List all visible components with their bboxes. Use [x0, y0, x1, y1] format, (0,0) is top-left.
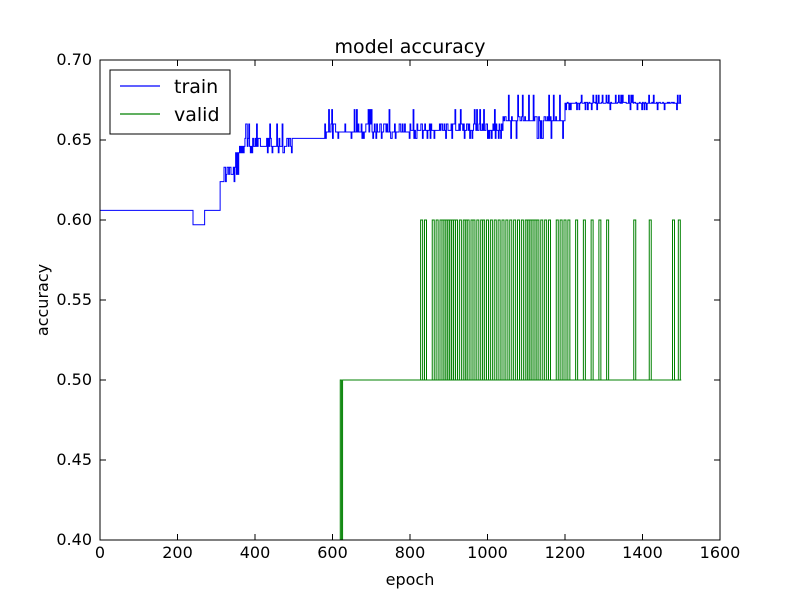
y-tick-label: 0.70: [56, 50, 92, 69]
series-valid-spike: [513, 219, 517, 380]
series-valid-spike: [555, 219, 559, 380]
series-valid-spike: [466, 219, 470, 380]
x-tick-label: 0: [95, 543, 105, 562]
series-valid-spike: [567, 219, 571, 380]
series-train-line: [100, 94, 682, 226]
series-valid-spike: [520, 219, 524, 380]
series-valid-spike: [517, 219, 520, 380]
plot-lines: [100, 94, 682, 541]
y-tick-label: 0.40: [56, 530, 92, 549]
series-valid-spike: [501, 219, 505, 380]
series-valid-spike: [420, 219, 424, 380]
series-valid-line: [100, 379, 682, 541]
series-valid-spike: [559, 219, 563, 380]
series-valid-spike: [472, 219, 476, 380]
series-valid-spike: [544, 219, 548, 380]
series-valid-spike: [575, 219, 579, 380]
y-tick-label: 0.45: [56, 450, 92, 469]
series-valid-spike: [677, 219, 681, 380]
series-valid-spike: [648, 219, 652, 380]
legend: train valid: [109, 69, 231, 135]
series-valid-spike: [486, 219, 489, 380]
x-tick-label: 800: [395, 543, 426, 562]
x-tick-label: 200: [162, 543, 193, 562]
series-valid-spike: [598, 219, 602, 380]
x-tick-label: 1000: [467, 543, 508, 562]
x-tick-label: 1200: [545, 543, 586, 562]
series-valid-spike: [633, 219, 637, 380]
series-valid-spike: [493, 219, 497, 380]
series-valid-spike: [431, 219, 435, 380]
x-tick-label: 1600: [700, 543, 741, 562]
series-valid-spike: [590, 219, 594, 380]
y-tick-label: 0.50: [56, 370, 92, 389]
series-valid-spike: [482, 219, 486, 380]
x-tick-label: 400: [240, 543, 271, 562]
legend-valid-label: valid: [174, 104, 220, 126]
y-axis: 0.40 0.45 0.50 0.55 0.60 0.65 0.70: [56, 50, 720, 549]
series-valid-spike: [435, 219, 439, 380]
series-valid-spike: [505, 219, 509, 380]
series-valid-spike: [489, 219, 493, 380]
x-tick-label: 600: [317, 543, 348, 562]
x-tick-label: 1400: [622, 543, 663, 562]
x-axis-label: epoch: [386, 570, 435, 589]
series-valid-spike: [606, 219, 610, 380]
series-valid-spike: [548, 219, 551, 380]
series-valid-spike: [509, 219, 513, 380]
x-axis: 0 200 400 600 800 1000 1200 1400 1600: [95, 60, 740, 562]
legend-box: [109, 69, 231, 135]
legend-train-label: train: [174, 76, 218, 98]
series-valid-spike: [497, 219, 501, 380]
series-valid-spike: [540, 219, 544, 380]
y-axis-label: accuracy: [33, 264, 52, 336]
series-valid-spike: [455, 219, 458, 380]
series-valid-spike: [536, 219, 540, 380]
y-tick-label: 0.60: [56, 210, 92, 229]
y-tick-label: 0.55: [56, 290, 92, 309]
series-valid-spike: [424, 219, 427, 380]
series-valid-spike: [582, 219, 586, 380]
chart-title: model accuracy: [335, 36, 486, 58]
series-valid-spike: [563, 219, 567, 380]
series-valid-spike: [476, 219, 480, 380]
y-tick-label: 0.65: [56, 130, 92, 149]
series-valid-spike: [672, 219, 675, 380]
series-valid-spike: [458, 219, 462, 380]
